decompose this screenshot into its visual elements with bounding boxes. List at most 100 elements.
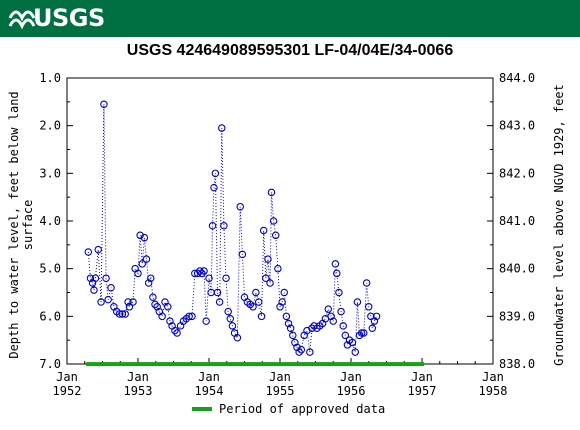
y-left-tick-label: 4.0 xyxy=(39,214,61,228)
data-point xyxy=(185,312,193,321)
y-right-tick-label: 843.0 xyxy=(499,119,535,133)
data-point xyxy=(153,303,161,311)
x-tick-label-month: Jan xyxy=(411,370,433,384)
data-point xyxy=(269,217,278,225)
x-tick-label-year: 1953 xyxy=(124,384,153,398)
data-point xyxy=(84,248,93,256)
data-point xyxy=(158,312,166,321)
y-right-tick-label: 839.0 xyxy=(499,309,535,323)
data-point xyxy=(193,269,202,278)
data-point xyxy=(198,269,206,278)
data-point xyxy=(86,274,95,282)
x-tick-label-month: Jan xyxy=(269,370,291,384)
data-point xyxy=(357,329,366,337)
x-tick-label-year: 1957 xyxy=(408,384,437,398)
y-left-tick-label: 2.0 xyxy=(39,119,61,133)
x-tick-label-month: Jan xyxy=(56,370,78,384)
data-point xyxy=(252,288,260,297)
data-point xyxy=(151,300,159,309)
x-tick-label-month: Jan xyxy=(198,370,220,384)
data-point xyxy=(362,279,371,287)
axis-ticks: 1.0 844.0 2.0 843.0 3.0 842.0 4.0 841.0 5.0 840.0… xyxy=(39,71,535,398)
data-point xyxy=(144,279,153,287)
y-right-tick-label: 838.0 xyxy=(499,357,535,371)
y-right-tick-label: 842.0 xyxy=(499,166,535,180)
data-point xyxy=(372,312,381,321)
data-point xyxy=(335,288,343,297)
data-point xyxy=(367,312,375,321)
data-point xyxy=(134,269,142,278)
data-point xyxy=(176,322,185,330)
y-left-tick-label: 3.0 xyxy=(39,166,61,180)
y-left-tick-label: 5.0 xyxy=(39,262,61,276)
x-tick-label-year: 1956 xyxy=(337,384,366,398)
data-point xyxy=(97,298,105,306)
data-point xyxy=(262,274,270,282)
data-point xyxy=(220,222,228,230)
y-left-tick-label: 1.0 xyxy=(39,71,61,85)
data-point xyxy=(115,310,124,318)
y-right-tick-label: 844.0 xyxy=(499,71,535,85)
data-point xyxy=(327,312,335,321)
data-point xyxy=(142,255,151,263)
data-point xyxy=(368,324,377,332)
y-right-tick-label: 840.0 xyxy=(499,262,535,276)
data-point xyxy=(100,100,108,108)
data-point xyxy=(289,331,297,340)
data-point xyxy=(297,345,306,354)
data-point xyxy=(267,188,276,197)
data-point xyxy=(104,295,112,304)
data-point xyxy=(107,283,115,292)
y-axis-left-title-line2: surface xyxy=(21,200,35,251)
data-point xyxy=(291,338,299,347)
data-point xyxy=(233,334,242,342)
data-point xyxy=(360,329,368,337)
data-point xyxy=(333,269,341,278)
data-point xyxy=(196,267,204,275)
data-point xyxy=(238,250,247,259)
y-left-tick-label: 6.0 xyxy=(39,309,61,323)
data-point xyxy=(230,329,239,337)
data-point xyxy=(271,231,280,240)
legend: Period of approved data xyxy=(192,402,385,416)
data-point xyxy=(308,324,316,332)
x-tick-label-year: 1954 xyxy=(195,384,224,398)
data-point xyxy=(202,317,210,325)
data-point xyxy=(218,124,226,132)
usgs-banner: USGS xyxy=(0,0,580,37)
data-point xyxy=(364,303,373,311)
data-point xyxy=(329,317,337,325)
legend-label-approved: Period of approved data xyxy=(219,402,385,416)
data-point xyxy=(213,288,222,297)
data-point xyxy=(188,312,196,321)
data-point xyxy=(306,348,314,356)
data-point xyxy=(259,226,268,235)
data-point xyxy=(337,307,345,316)
data-point xyxy=(224,307,232,316)
data-point xyxy=(129,298,137,306)
data-point xyxy=(164,303,172,311)
data-point xyxy=(90,286,98,294)
data-point xyxy=(249,303,257,311)
plot-frame xyxy=(66,77,494,365)
data-point xyxy=(286,324,295,332)
data-point xyxy=(339,322,347,330)
data-point xyxy=(94,245,102,254)
data-point xyxy=(351,348,360,356)
data-point xyxy=(254,298,263,306)
data-point xyxy=(222,274,230,282)
data-point xyxy=(282,312,291,321)
data-point xyxy=(278,298,286,306)
y-axis-right-title: Groundwater level above NGVD 1929, feet xyxy=(552,84,566,366)
data-point xyxy=(370,317,379,325)
data-point xyxy=(210,183,218,192)
y-left-tick-label: 7.0 xyxy=(39,357,61,371)
data-point xyxy=(138,260,147,268)
x-tick-label-year: 1952 xyxy=(53,384,82,398)
data-point xyxy=(215,298,224,306)
x-tick-label-month: Jan xyxy=(482,370,504,384)
y-right-tick-label: 841.0 xyxy=(499,214,535,228)
data-point xyxy=(102,274,110,282)
data-point xyxy=(293,343,301,352)
